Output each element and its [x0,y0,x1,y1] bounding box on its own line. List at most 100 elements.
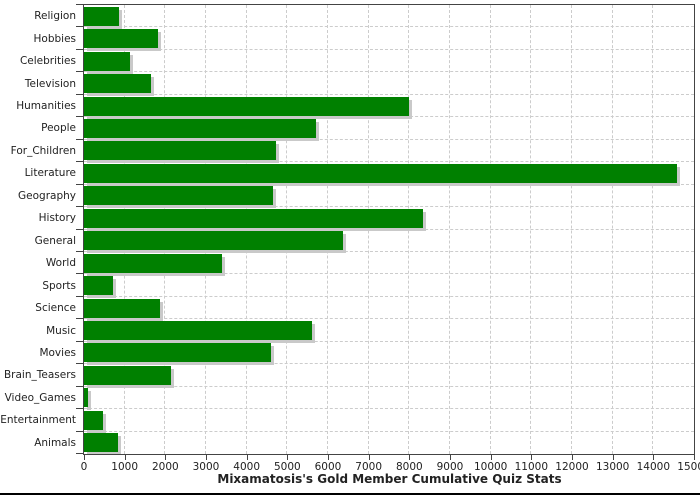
x-axis-tick [531,455,533,460]
y-axis-label: Hobbies [33,32,77,45]
y-axis-tick [76,250,83,252]
gridline-horizontal [84,183,694,185]
bar-science [84,298,161,318]
bar-animals [84,433,119,453]
y-axis-label: Video_Games [4,391,76,404]
gridline-horizontal [84,26,694,28]
y-axis-label: Music [46,324,76,337]
y-axis-tick [76,318,83,320]
x-axis-tick-label: 9000 [436,461,464,473]
y-axis-label: Humanities [16,100,76,113]
x-axis-tick [246,455,248,460]
x-axis-tick [450,455,451,460]
y-axis-tick [76,408,83,410]
gridline-horizontal [84,363,694,365]
bar-people [84,118,316,138]
y-axis-label: Television [24,77,76,90]
gridline-horizontal [84,116,694,118]
x-axis-tick-label: 6000 [314,461,342,473]
y-axis-label: For_Children [10,144,76,157]
gridline-vertical [327,5,328,454]
gridline-vertical [205,5,206,454]
bar-brain_teasers [84,365,172,385]
y-axis-tick [76,161,83,163]
y-axis-tick [76,138,83,140]
gridline-vertical [530,5,532,454]
bar-sports [84,276,114,296]
y-axis-tick [76,453,83,454]
bar-celebrities [84,51,130,71]
gridline-horizontal [84,48,694,50]
bar-entertainment [84,410,103,430]
x-axis-tick-label: 0 [80,461,88,473]
x-axis-tick-label: 10000 [473,461,508,473]
x-axis-tick-label: 15000 [677,461,700,473]
gridline-vertical [286,5,288,454]
y-axis-label: Celebrities [19,55,76,68]
y-axis-label: World [45,257,76,270]
gridline-horizontal [84,228,694,230]
x-axis-tick [165,455,167,460]
x-axis-tick-label: 8000 [395,461,423,473]
bar-history [84,208,423,228]
gridline-vertical [123,5,125,454]
bar-movies [84,343,271,363]
y-axis-label: Animals [34,436,76,449]
gridline-vertical [367,5,369,454]
gridline-horizontal [84,273,694,275]
y-axis-tick [76,26,83,28]
x-axis-tick-label: 14000 [636,461,671,473]
bar-music [84,321,313,340]
y-axis-label: History [38,212,76,225]
y-axis-label: Religion [34,10,76,23]
x-axis-tick [694,455,695,460]
y-axis-tick [76,71,83,73]
x-axis-tick-label: 4000 [233,461,261,473]
y-axis-tick [76,228,83,230]
y-axis-tick [76,183,83,185]
bar-hobbies [84,29,158,49]
gridline-horizontal [84,295,694,297]
x-axis-tick [653,455,655,460]
x-axis-tick-label: 12000 [555,461,589,473]
x-axis-tick [572,455,573,460]
bar-general [84,231,343,251]
y-axis-label: Science [35,302,76,315]
y-axis-tick [76,93,83,95]
gridline-vertical [489,5,491,454]
plot-area [83,4,695,455]
gridline-vertical [164,5,166,454]
chart-title: Mixamatosis's Gold Member Cumulative Qui… [217,472,562,486]
x-axis-tick-label: 3000 [192,461,220,473]
x-axis-tick-label: 7000 [355,461,383,473]
y-axis-label: Entertainment [0,414,76,427]
gridline-vertical [449,5,450,454]
gridline-vertical [408,5,410,454]
gridline-horizontal [84,138,694,140]
x-axis-tick [287,455,289,460]
bar-humanities [84,96,410,116]
gridline-vertical [611,5,613,454]
x-axis-tick-label: 13000 [595,461,630,473]
y-axis-label: Literature [24,167,76,180]
x-axis-tick [490,455,492,460]
gridline-horizontal [84,206,694,208]
bottom-divider [0,493,700,495]
gridline-vertical [245,5,247,454]
y-axis-tick [76,206,83,208]
bar-video_games [84,388,89,408]
y-axis-tick [76,363,83,365]
y-axis-label: Movies [39,346,76,359]
bar-television [84,74,152,94]
x-axis-tick [328,455,329,460]
y-axis-label: Brain_Teasers [3,369,76,382]
gridline-horizontal [84,408,694,410]
x-axis-tick [124,455,126,460]
bar-world [84,253,222,273]
x-axis-tick [409,455,411,460]
x-axis-tick-label: 5000 [273,461,301,473]
y-axis-tick [76,48,83,50]
y-axis-label: People [41,122,76,135]
gridline-horizontal [84,430,694,432]
